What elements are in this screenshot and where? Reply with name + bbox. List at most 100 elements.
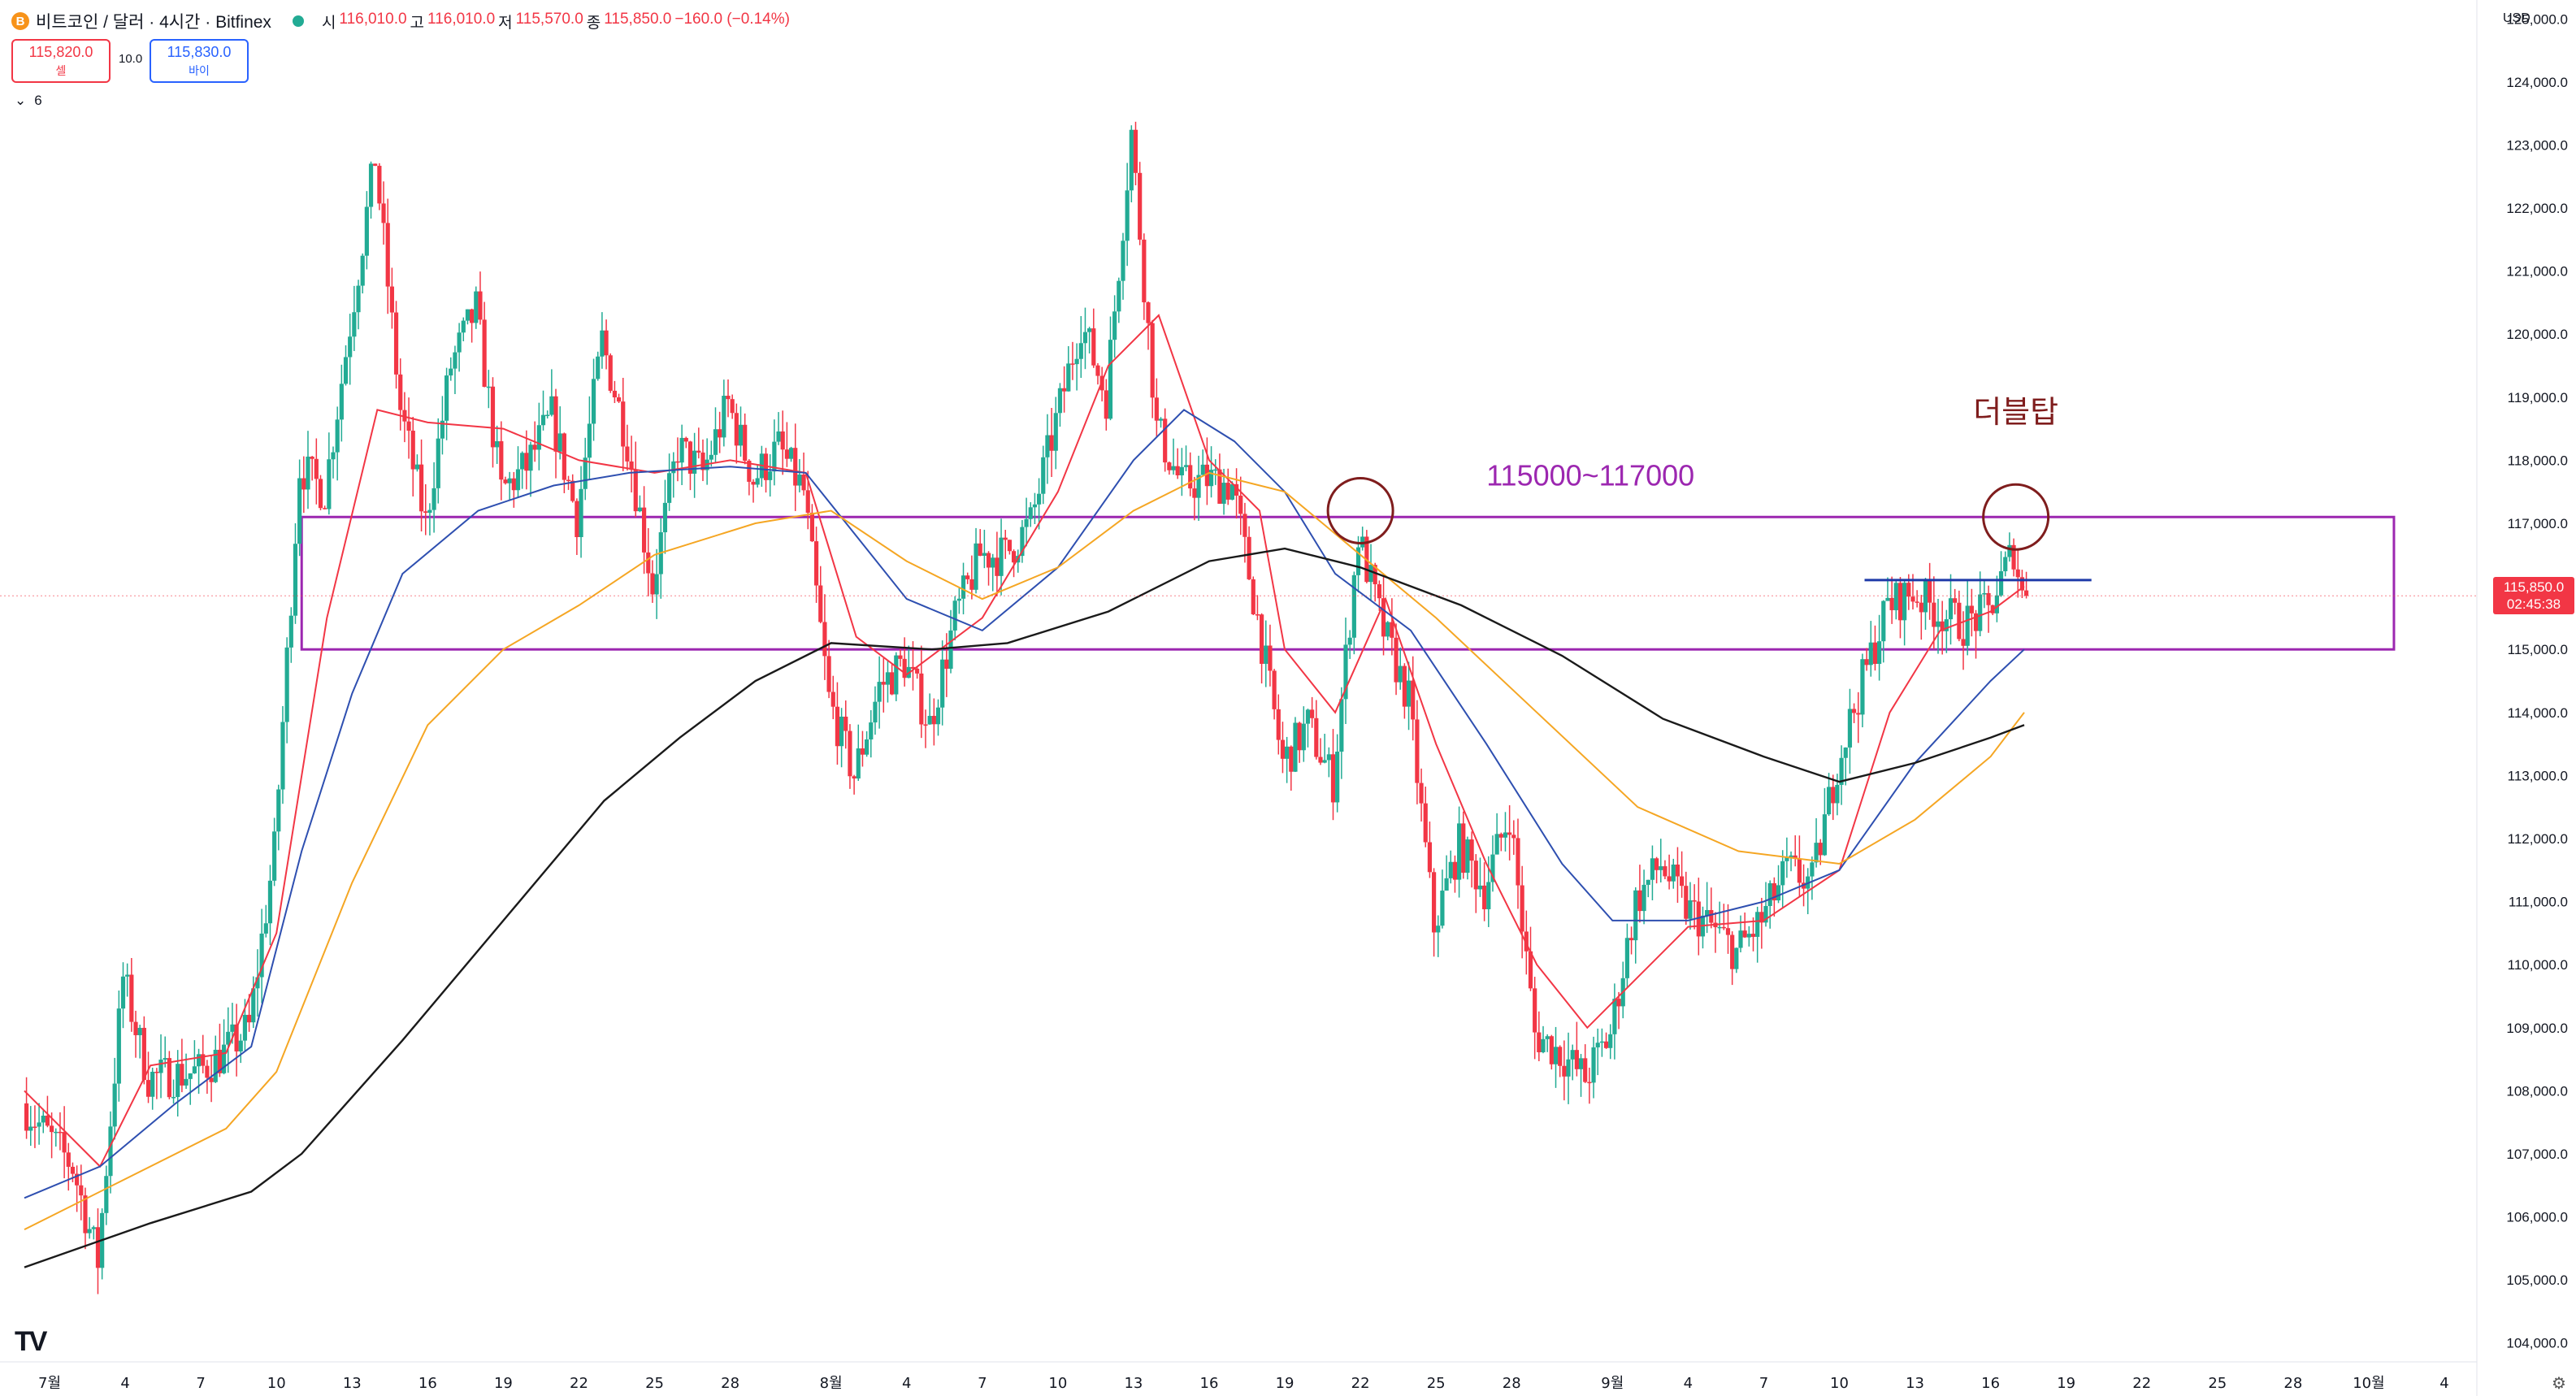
- time-tick-label: 28: [1503, 1375, 1521, 1392]
- candle-body: [1457, 823, 1462, 880]
- candle-body: [1982, 592, 1987, 595]
- candle-body: [495, 441, 500, 448]
- candle-body: [83, 1195, 88, 1233]
- moving-average-slow-line: [24, 471, 2025, 1230]
- candle-body: [490, 386, 496, 448]
- candle-body: [1082, 332, 1088, 344]
- candle-body: [1150, 323, 1155, 398]
- candle-body: [1339, 699, 1344, 752]
- symbol-title[interactable]: 비트코인 / 달러 · 4시간 · Bitfinex: [36, 13, 271, 32]
- candle-body: [948, 630, 953, 670]
- candle-body: [1351, 574, 1356, 638]
- candle-body: [70, 1166, 76, 1174]
- candle-body: [288, 615, 293, 648]
- candle-body: [301, 478, 306, 490]
- candle-body: [154, 1071, 159, 1073]
- time-tick-label: 10월: [2353, 1375, 2384, 1392]
- candle-body: [171, 1097, 176, 1099]
- candle-body: [1986, 592, 1991, 605]
- candle-body: [1163, 418, 1168, 463]
- candle-body: [940, 659, 945, 708]
- candle-body: [2019, 577, 2025, 591]
- chevron-down-icon: ⌄: [15, 93, 27, 108]
- candle-body: [1238, 495, 1243, 514]
- candle-body: [1633, 890, 1638, 941]
- sell-button[interactable]: 115,820.0 셀: [11, 39, 111, 83]
- candle-body: [545, 414, 550, 417]
- candle-body: [1953, 598, 1958, 603]
- indicators-toggle[interactable]: ⌄ 6: [15, 93, 42, 109]
- candle-body: [1020, 527, 1025, 557]
- candle-body: [24, 1103, 29, 1131]
- candle-body: [360, 255, 365, 286]
- candle-body: [1566, 1059, 1571, 1077]
- candle-body: [1663, 866, 1667, 877]
- candle-body: [1213, 469, 1218, 471]
- candle-body: [1797, 858, 1802, 883]
- candle-body: [1746, 934, 1751, 938]
- candle-body: [1675, 864, 1680, 877]
- time-tick-label: 25: [1427, 1375, 1446, 1392]
- candle-body: [1583, 1058, 1588, 1082]
- candle-body: [885, 672, 891, 685]
- candle-body: [734, 413, 739, 446]
- candle-body: [813, 541, 819, 586]
- candle-body: [596, 356, 601, 379]
- candle-body: [1612, 999, 1617, 1034]
- candle-body: [1545, 1036, 1550, 1039]
- candle-body: [1473, 861, 1478, 890]
- candle-body: [1919, 602, 1923, 613]
- candle-body: [1785, 856, 1789, 861]
- candle-body: [1944, 619, 1949, 631]
- candle-body: [1003, 537, 1008, 540]
- candle-body: [1229, 483, 1235, 500]
- candle-body: [1591, 1047, 1596, 1083]
- moving-average-fast-line: [24, 314, 2025, 1168]
- candle-body: [1822, 814, 1828, 856]
- candle-body: [956, 598, 961, 601]
- candle-body: [1427, 842, 1433, 873]
- candle-body: [1087, 328, 1092, 332]
- candle-body: [1994, 595, 1999, 613]
- candle-body: [1928, 580, 1932, 603]
- time-axis[interactable]: 7월 4 7 10 13 16 19 22 25 28 8월 4 7 10 13 16 19 22 25 28 9월 4 7…: [38, 1375, 2449, 1392]
- price-tick-label: 107,000.0: [2506, 1147, 2568, 1162]
- currency-selector[interactable]: USD: [2503, 11, 2530, 25]
- candle-body: [726, 396, 731, 400]
- tradingview-logo[interactable]: TV: [15, 1326, 47, 1357]
- candle-body: [848, 731, 852, 777]
- candle-body: [276, 789, 281, 832]
- candle-body: [1897, 583, 1903, 621]
- candle-body: [835, 706, 840, 747]
- candle-body: [1616, 999, 1621, 1007]
- price-tick-label: 104,000.0: [2506, 1336, 2568, 1351]
- candle-body: [1373, 565, 1377, 585]
- price-axis[interactable]: 125,000.0 124,000.0 123,000.0 122,000.0 121,…: [2506, 11, 2568, 1350]
- candle-body: [1759, 912, 1764, 923]
- gear-icon[interactable]: ⚙: [2552, 1375, 2566, 1393]
- candle-body: [1738, 930, 1743, 948]
- candle-body: [1368, 565, 1373, 583]
- candle-body: [587, 423, 592, 458]
- candle-body: [1179, 466, 1184, 475]
- change-value: −160.0 (−0.14%): [674, 10, 790, 28]
- price-tick-label: 120,000.0: [2506, 327, 2568, 342]
- candle-body: [188, 1073, 193, 1079]
- highlight-circle: [1326, 477, 1394, 544]
- candle-body: [457, 332, 462, 353]
- candle-body: [1129, 129, 1134, 191]
- time-tick-label: 13: [1906, 1375, 1924, 1392]
- time-tick-label: 13: [1124, 1375, 1143, 1392]
- annotations-layer[interactable]: 115000~117000 더블탑: [1326, 394, 2092, 582]
- candle-body: [2007, 544, 2012, 557]
- buy-button[interactable]: 115,830.0 바이: [150, 39, 249, 83]
- candle-body: [133, 1021, 138, 1035]
- candle-body: [314, 458, 319, 479]
- candle-body: [793, 448, 798, 486]
- candle-body: [549, 396, 554, 415]
- candle-body: [1772, 882, 1776, 901]
- candle-body: [1877, 641, 1882, 665]
- candle-body: [75, 1173, 80, 1186]
